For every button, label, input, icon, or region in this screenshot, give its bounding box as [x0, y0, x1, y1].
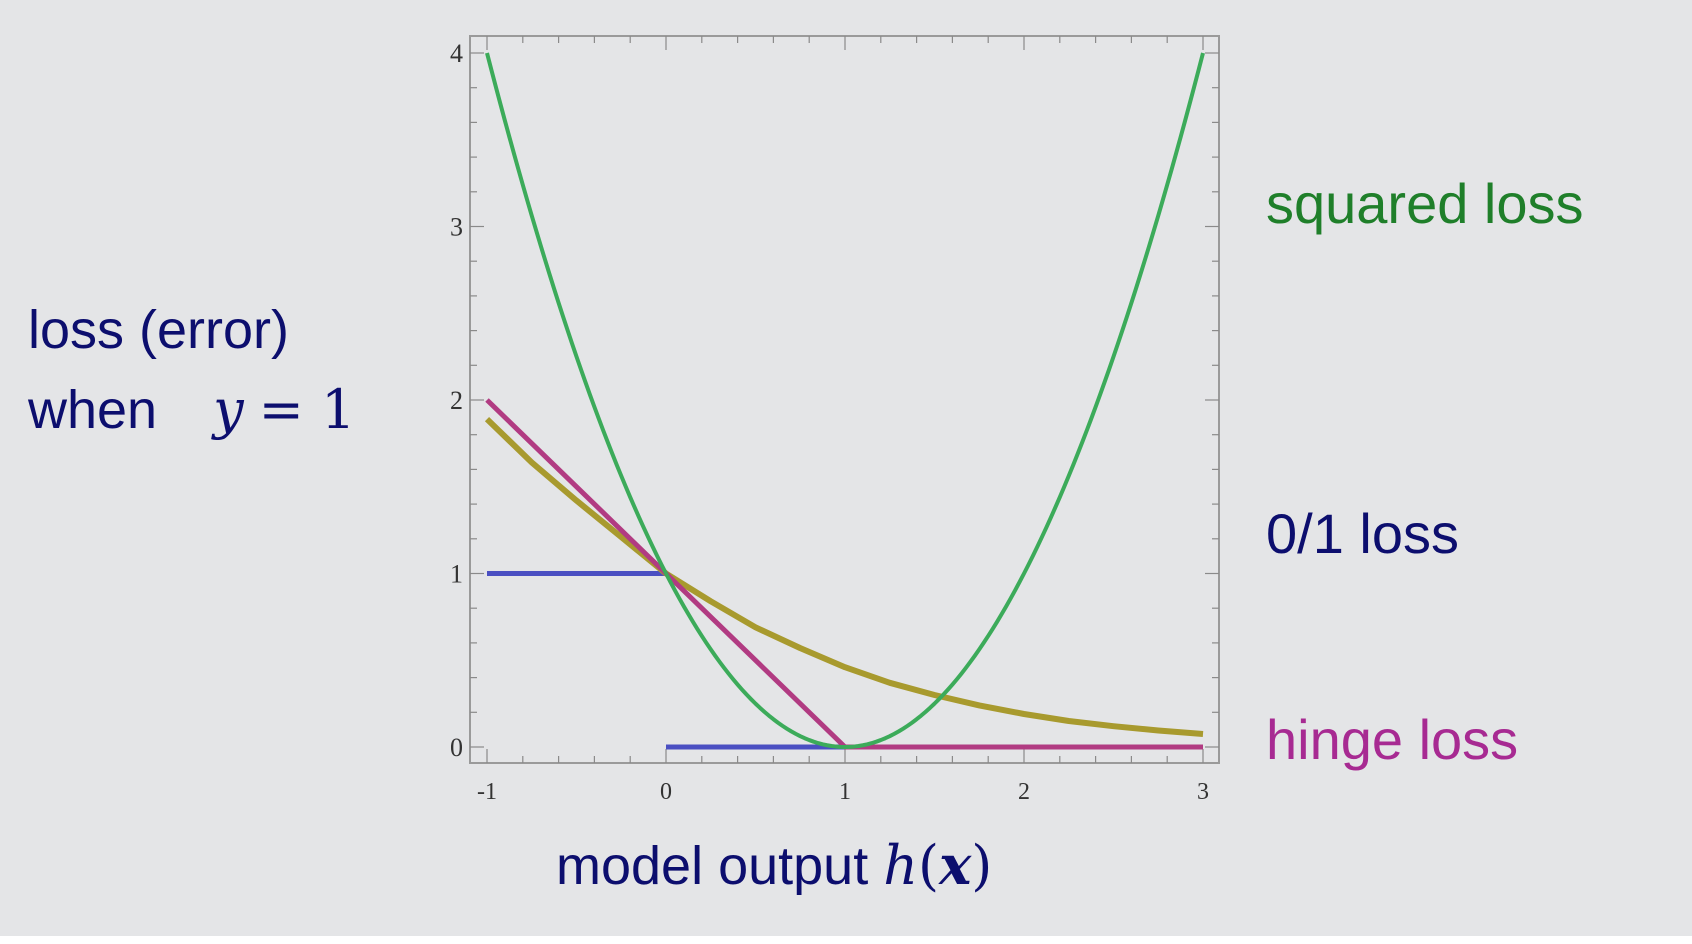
- y-tick-label: 1: [450, 560, 463, 589]
- series-gold-curve: [484, 416, 1204, 737]
- x-tick-label: -1: [477, 779, 497, 805]
- y-axis-label-line1: loss (error): [28, 300, 290, 360]
- x-axis-label-math-x: x: [939, 833, 972, 897]
- legend-hinge-loss: hinge loss: [1266, 708, 1519, 771]
- y-tick-label: 4: [450, 39, 463, 68]
- legend-zero-one-loss: 0/1 loss: [1266, 502, 1459, 565]
- x-tick-label: 1: [839, 779, 851, 805]
- y-tick-label: 2: [450, 386, 463, 415]
- y-axis-label-math-eq: = 1: [258, 378, 356, 441]
- y-tick-label: 3: [450, 213, 463, 242]
- x-tick-label: 2: [1018, 779, 1030, 805]
- x-tick-label: 3: [1197, 779, 1209, 805]
- y-tick-label: 0: [450, 733, 463, 762]
- x-axis-label-math-h: h: [883, 834, 919, 897]
- plot-frame: [469, 35, 1220, 764]
- y-axis-label-math-y: y: [213, 378, 244, 441]
- y-axis-label-line2: when y = 1: [28, 380, 355, 440]
- series-hinge-loss: [485, 398, 1203, 750]
- y-axis-label-when: when: [28, 380, 158, 440]
- x-axis-label-math-open: (: [918, 834, 940, 897]
- x-tick-label: 0: [660, 779, 672, 805]
- x-axis-label-text: model output: [556, 836, 869, 896]
- legend-squared-loss: squared loss: [1266, 172, 1584, 235]
- x-axis-label: model output h(x): [556, 838, 992, 893]
- series-squared-loss: [485, 52, 1205, 749]
- x-axis-label-math-close: ): [971, 834, 993, 897]
